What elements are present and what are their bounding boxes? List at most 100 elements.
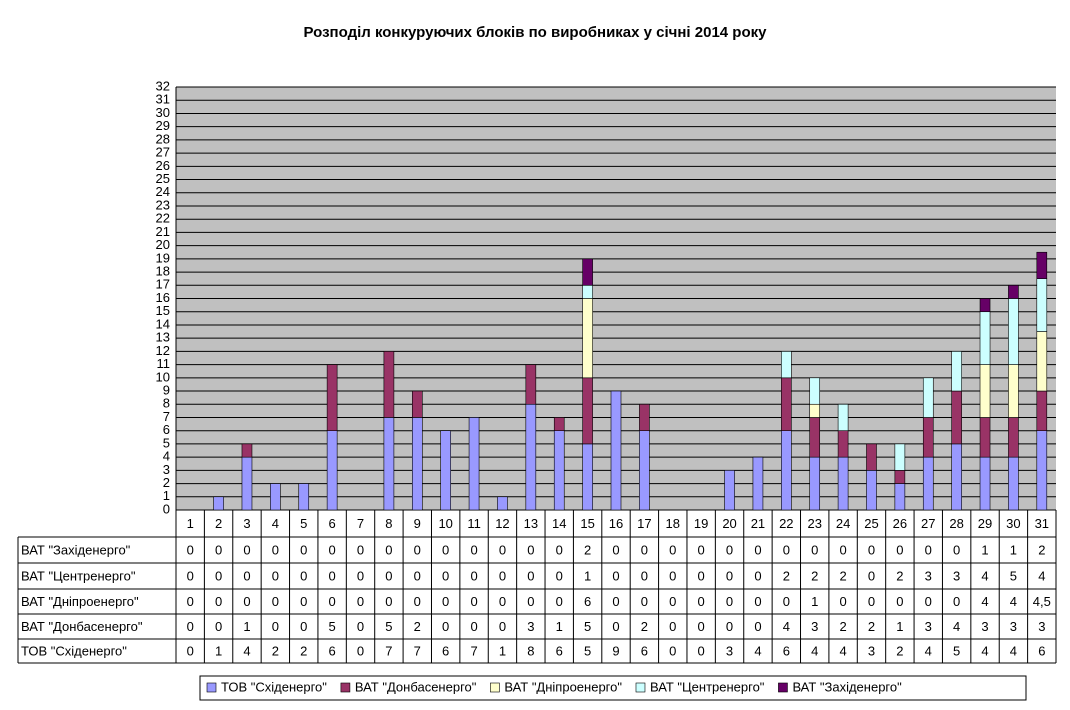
bar-segment	[894, 483, 906, 511]
table-cell: 8	[527, 643, 534, 658]
legend-label: ВАТ "Західенерго"	[792, 679, 902, 694]
table-cell: 4	[981, 568, 988, 583]
bar-segment	[1036, 331, 1048, 392]
bar-segment	[553, 417, 565, 431]
table-cell: 0	[357, 542, 364, 557]
table-cell: 0	[612, 568, 619, 583]
table-cell: 4,5	[1033, 594, 1051, 609]
y-tick-label: 10	[156, 369, 170, 384]
x-tick-label: 27	[921, 516, 935, 531]
bar-segment	[837, 430, 849, 458]
legend-swatch	[206, 682, 217, 693]
bar-segment	[979, 298, 991, 313]
bar-segment	[894, 470, 906, 484]
y-tick-label: 27	[156, 145, 170, 160]
table-cell: 0	[243, 542, 250, 557]
table-cell: 9	[612, 643, 619, 658]
bar-segment	[582, 377, 593, 445]
table-cell: 0	[499, 542, 506, 557]
table-cell: 0	[698, 594, 705, 609]
table-cell: 0	[499, 594, 506, 609]
table-cell: 2	[839, 619, 846, 634]
x-tick-label: 20	[722, 516, 736, 531]
y-tick-label: 23	[156, 197, 170, 212]
table-cell: 0	[243, 594, 250, 609]
table-cell: 1	[243, 619, 250, 634]
x-tick-label: 3	[243, 516, 250, 531]
table-cell: 0	[669, 643, 676, 658]
bar-segment	[1008, 417, 1019, 458]
table-cell: 2	[641, 619, 648, 634]
x-tick-label: 2	[215, 516, 222, 531]
table-cell: 7	[414, 643, 421, 658]
y-tick-label: 30	[156, 105, 170, 120]
table-cell: 6	[783, 643, 790, 658]
bar-segment	[1008, 364, 1019, 418]
table-cell: 0	[272, 542, 279, 557]
bar-segment	[837, 403, 849, 431]
table-cell: 0	[669, 568, 676, 583]
table-cell: 0	[187, 619, 194, 634]
table-cell: 0	[925, 594, 932, 609]
x-tick-label: 29	[978, 516, 992, 531]
bar-segment	[951, 443, 962, 511]
table-cell: 0	[329, 594, 336, 609]
bar-segment	[837, 456, 849, 511]
table-cell: 3	[925, 568, 932, 583]
table-cell: 5	[385, 619, 392, 634]
table-cell: 0	[300, 619, 307, 634]
table-cell: 0	[385, 542, 392, 557]
y-tick-label: 20	[156, 237, 170, 252]
y-tick-label: 26	[156, 158, 170, 173]
bar-segment	[497, 496, 508, 511]
bar-segment	[270, 483, 281, 511]
bar-segment	[866, 443, 877, 471]
bar-segment	[326, 430, 338, 511]
table-cell: 0	[414, 542, 421, 557]
bar-segment	[979, 417, 991, 458]
table-cell: 0	[470, 568, 477, 583]
table-cell: 4	[925, 643, 932, 658]
y-tick-label: 15	[156, 303, 170, 318]
table-cell: 1	[1010, 542, 1017, 557]
table-cell: 3	[981, 619, 988, 634]
bar-segment	[525, 403, 537, 511]
table-cell: 5	[584, 643, 591, 658]
table-cell: 0	[754, 542, 761, 557]
bar-segment	[383, 417, 395, 511]
table-cell: 5	[1010, 568, 1017, 583]
table-cell: 2	[868, 619, 875, 634]
bar-segment	[781, 430, 792, 511]
table-cell: 1	[556, 619, 563, 634]
table-row-label: ВАТ "Західенерго"	[21, 542, 131, 557]
table-cell: 0	[698, 542, 705, 557]
y-tick-label: 29	[156, 118, 170, 133]
bar-segment	[866, 470, 877, 511]
legend-swatch	[635, 682, 646, 693]
table-cell: 0	[187, 568, 194, 583]
table-cell: 1	[896, 619, 903, 634]
table-cell: 0	[414, 568, 421, 583]
bar-segment	[525, 364, 537, 405]
table-cell: 0	[470, 594, 477, 609]
table-cell: 2	[811, 568, 818, 583]
table-cell: 0	[868, 542, 875, 557]
x-tick-label: 30	[1006, 516, 1020, 531]
bar-segment	[1008, 456, 1019, 511]
table-cell: 4	[1038, 568, 1045, 583]
table-cell: 0	[300, 594, 307, 609]
y-tick-label: 3	[163, 462, 170, 477]
table-cell: 0	[215, 594, 222, 609]
table-cell: 3	[925, 619, 932, 634]
table-cell: 0	[357, 619, 364, 634]
table-cell: 0	[641, 594, 648, 609]
bar-segment	[1036, 390, 1048, 431]
bar-segment	[468, 417, 480, 511]
bar-segment	[1036, 278, 1048, 332]
x-tick-label: 6	[329, 516, 336, 531]
table-cell: 0	[839, 542, 846, 557]
table-row-label: ВАТ "Центренерго"	[21, 568, 136, 583]
x-tick-label: 16	[609, 516, 623, 531]
legend-swatch	[340, 682, 351, 693]
